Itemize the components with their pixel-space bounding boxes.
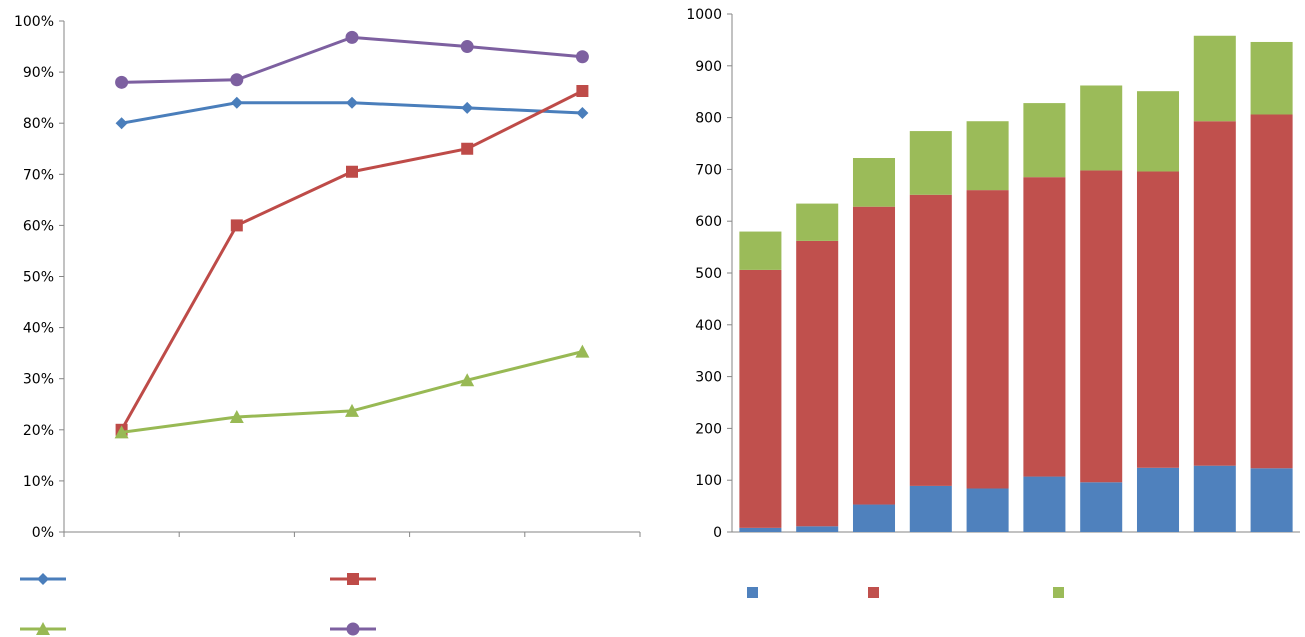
y-tick-label: 500 (695, 266, 722, 282)
bar-segment (1250, 41, 1293, 115)
diamond-marker (576, 106, 589, 119)
legend-item-3 (1053, 587, 1064, 598)
triangle-marker (345, 403, 359, 417)
bar-segment (796, 526, 839, 532)
bar-segment (1250, 468, 1293, 532)
y-tick-label: 10% (23, 474, 54, 490)
square-marker (346, 165, 358, 178)
diamond-marker (37, 573, 49, 585)
series-line (121, 35, 583, 84)
y-tick-label: 100% (14, 14, 54, 30)
y-tick-label: 600 (695, 214, 722, 230)
bar-segment (852, 206, 896, 505)
legend-item-4 (330, 622, 376, 636)
bar-segment (909, 485, 952, 532)
triangle-marker (460, 373, 475, 387)
y-tick-label: 60% (23, 218, 54, 234)
square-marker (347, 573, 359, 585)
triangle-marker (229, 410, 244, 424)
bar-segment (1080, 85, 1123, 171)
legend-swatch (868, 587, 879, 598)
bar-segment (1193, 465, 1236, 532)
bar-segment (1080, 170, 1123, 483)
bar-segment (1080, 482, 1123, 532)
diamond-marker (230, 96, 243, 109)
bar-segment (739, 231, 782, 270)
y-tick-label: 80% (23, 116, 54, 132)
diamond-marker (115, 117, 128, 130)
bar-segment (966, 488, 1009, 532)
y-tick-label: 400 (695, 318, 722, 334)
legend-item-3 (20, 622, 66, 635)
triangle-marker (114, 425, 129, 439)
bar-segment (1193, 121, 1236, 466)
y-tick-label: 0 (713, 525, 722, 541)
bar-segment (1193, 35, 1236, 122)
bar-segment (1136, 91, 1180, 172)
y-tick-label: 1000 (686, 7, 722, 23)
y-tick-label: 30% (23, 372, 54, 388)
circle-marker (115, 75, 129, 89)
bar-segment (1136, 467, 1180, 532)
circle-marker (575, 50, 589, 64)
y-tick-label: 90% (23, 65, 54, 81)
bar-segment (909, 194, 952, 486)
square-marker (230, 219, 243, 232)
y-tick-label: 900 (695, 59, 722, 75)
bar-segment (796, 203, 839, 241)
circle-marker (230, 73, 244, 87)
legend-item-1 (20, 573, 66, 585)
bar-segment (796, 240, 839, 527)
series-line (120, 89, 584, 431)
y-tick-label: 70% (23, 167, 54, 183)
line-series-4 (115, 30, 589, 89)
circle-marker (345, 30, 359, 44)
chart-a: 0% 10% 20% 30% 40% 50% 60% 70% 80% 90% 100% (14, 14, 641, 636)
line-series-1 (115, 96, 589, 130)
chart-b: 0 100 200 300 400 500 600 700 800 900 1000 (686, 7, 1300, 598)
y-tick-label: 800 (695, 111, 722, 127)
bar-segment (1023, 476, 1066, 532)
y-tick-label: 300 (695, 370, 722, 386)
bar-segment (909, 131, 952, 195)
y-tick-label: 200 (695, 421, 722, 437)
line-series-3 (114, 344, 590, 439)
bar-segment (739, 269, 782, 528)
triangle-marker (36, 622, 50, 635)
bar-segment (966, 190, 1009, 489)
square-marker (576, 85, 589, 98)
triangle-marker (575, 344, 590, 358)
bar-segment (1023, 103, 1066, 178)
diamond-marker (461, 101, 474, 114)
series-line (121, 350, 583, 434)
legend-swatch (1053, 587, 1064, 598)
bar-segment (1023, 177, 1066, 477)
y-tick-label: 50% (23, 270, 54, 286)
line-series-2 (115, 85, 589, 436)
legend-item-1 (747, 587, 758, 598)
y-tick-label: 100 (695, 473, 722, 489)
circle-marker (346, 622, 360, 636)
bar-segment (1250, 114, 1293, 469)
bar-segment (852, 504, 896, 532)
bar-segment (739, 527, 782, 532)
y-tick-label: 20% (23, 423, 54, 439)
bar-segment (852, 158, 896, 207)
y-tick-label: 40% (23, 321, 54, 337)
y-tick-label: 0% (32, 525, 54, 541)
diamond-marker (346, 96, 358, 109)
bar-segment (1136, 171, 1180, 468)
bar-segment (966, 121, 1009, 191)
square-marker (461, 142, 474, 155)
circle-marker (460, 40, 474, 54)
legend-item-2 (330, 573, 376, 585)
legend-swatch (747, 587, 758, 598)
legend-item-2 (868, 587, 879, 598)
y-tick-label: 700 (695, 162, 722, 178)
